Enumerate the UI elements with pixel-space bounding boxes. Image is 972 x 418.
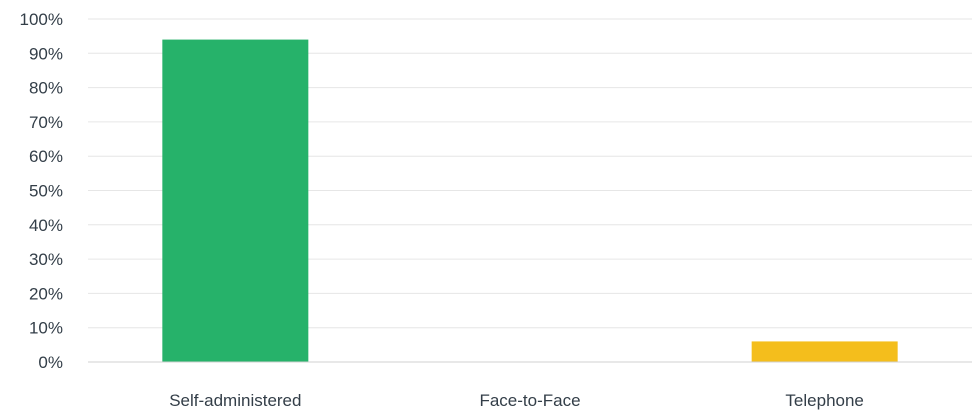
- y-tick-label: 40%: [29, 216, 63, 235]
- y-tick-label: 70%: [29, 113, 63, 132]
- y-axis-ticks: 0% 10% 20% 30% 40% 50% 60% 70% 80% 90% 100%: [20, 10, 63, 372]
- x-category-label: Self-administered: [169, 391, 301, 410]
- y-tick-label: 30%: [29, 250, 63, 269]
- y-tick-label: 100%: [20, 10, 63, 29]
- bar-telephone: [751, 341, 898, 362]
- y-tick-label: 60%: [29, 147, 63, 166]
- y-tick-label: 50%: [29, 182, 63, 201]
- y-tick-label: 80%: [29, 79, 63, 98]
- y-tick-label: 20%: [29, 284, 63, 303]
- x-axis-labels: Self-administered Face-to-Face Telephone: [169, 391, 864, 410]
- y-tick-label: 90%: [29, 44, 63, 63]
- x-category-label: Face-to-Face: [479, 391, 580, 410]
- y-tick-label: 0%: [38, 353, 63, 372]
- bar-self-administered: [162, 39, 309, 362]
- y-tick-label: 10%: [29, 319, 63, 338]
- x-category-label: Telephone: [785, 391, 863, 410]
- bars: [162, 39, 898, 362]
